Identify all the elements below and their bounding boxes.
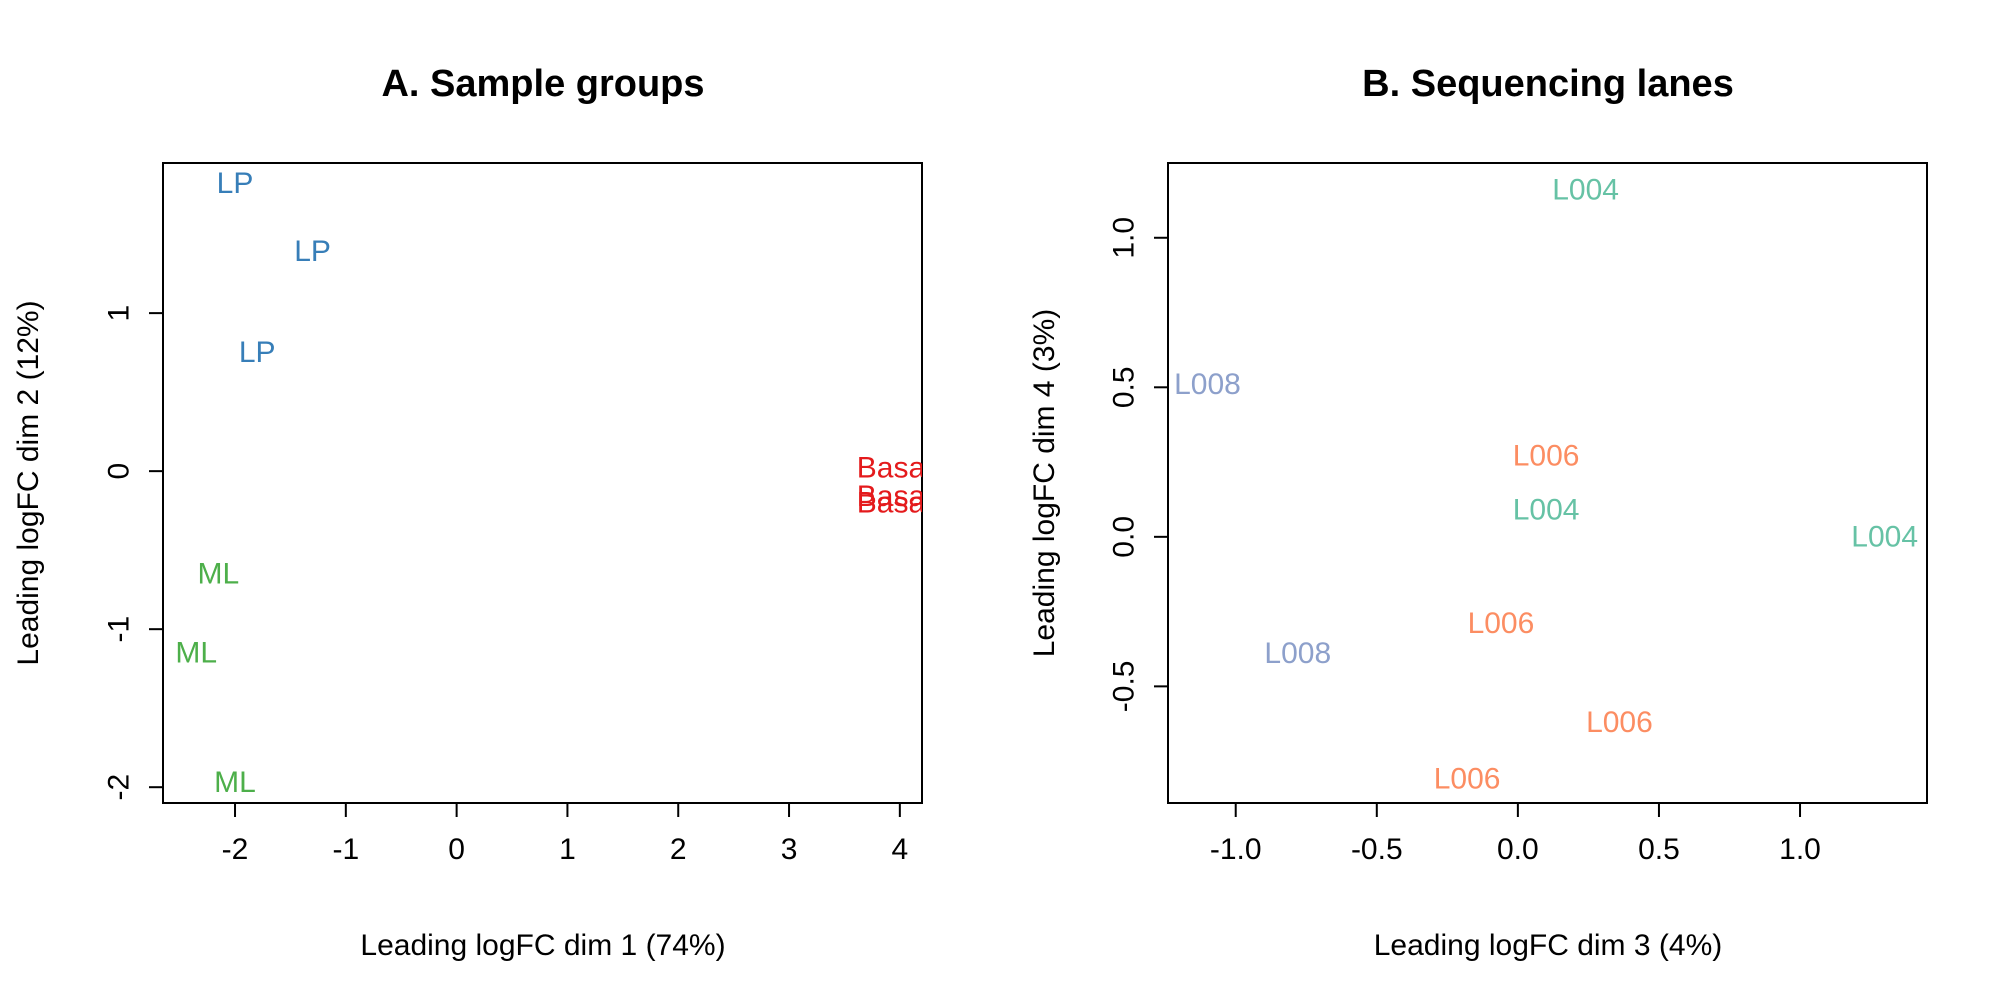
panel-a-point-lp: LP <box>294 235 331 268</box>
panel-b-point-l006: L006 <box>1586 706 1653 739</box>
panel-b-point-l006: L006 <box>1434 763 1501 796</box>
panel-b-y-axis-label: Leading logFC dim 4 (3%) <box>1028 309 1061 658</box>
panel-b-x-axis-label: Leading logFC dim 3 (4%) <box>1374 929 1723 962</box>
panel-b-x-tick-label: -1.0 <box>1210 833 1262 866</box>
panel-a-y-ticks: -2 -1 0 1 <box>103 305 164 801</box>
panel-a-plot-frame <box>162 162 923 804</box>
panel-b-plot-frame <box>1167 162 1928 804</box>
panel-b-point-l004: L004 <box>1513 493 1580 526</box>
panel-a-x-tick-label: 4 <box>891 833 908 866</box>
panel-a-point-lp: LP <box>217 167 254 200</box>
panel-b-y-tick-label: 0.5 <box>1108 366 1141 408</box>
panel-a-y-tick-label: 0 <box>103 463 136 480</box>
panel-b-y-tick-label: 0.0 <box>1108 516 1141 558</box>
panel-b-title: B. Sequencing lanes <box>1362 63 1734 105</box>
panel-a-x-tick-label: 1 <box>559 833 576 866</box>
panel-b-y-ticks: -0.5 0.0 0.5 1.0 <box>1108 217 1169 712</box>
panel-b-x-tick-label: 1.0 <box>1779 833 1821 866</box>
panel-b-point-l004: L004 <box>1552 173 1619 206</box>
panel-b-x-tick-label: -0.5 <box>1351 833 1403 866</box>
panel-b-point-l008: L008 <box>1174 368 1241 401</box>
panel-a-y-axis-label: Leading logFC dim 2 (12%) <box>12 300 45 665</box>
panel-a-x-tick-label: 0 <box>448 833 465 866</box>
panel-b-y-tick-label: -0.5 <box>1108 661 1141 713</box>
panel-a-x-tick-label: 3 <box>781 833 798 866</box>
panel-b-x-tick-label: 0.5 <box>1638 833 1680 866</box>
panel-a-point-ml: ML <box>214 766 256 799</box>
panel-a-point-ml: ML <box>175 636 217 669</box>
panel-a-y-tick-label: -2 <box>103 774 136 801</box>
panel-a-point-basal: Basal <box>857 486 932 519</box>
panel-a-y-tick-label: 1 <box>103 305 136 322</box>
panel-a-x-tick-label: -1 <box>332 833 359 866</box>
panel-a-title: A. Sample groups <box>381 63 704 105</box>
panel-b-y-tick-label: 1.0 <box>1108 217 1141 259</box>
panel-a-point-lp: LP <box>239 336 276 369</box>
panel-a-x-tick-label: -2 <box>222 833 249 866</box>
panel-a-x-ticks: -2 -1 0 1 2 3 4 <box>222 802 908 866</box>
panel-b-point-l006: L006 <box>1468 607 1535 640</box>
panel-a: A. Sample groups Leading logFC dim 1 (74… <box>12 63 932 962</box>
panel-a-point-basal: Basal <box>857 480 932 513</box>
panel-b-points: L004 L008 L006 L004 L004 L006 L008 L006 L006 <box>1174 173 1918 795</box>
panel-a-x-tick-label: 2 <box>670 833 687 866</box>
panel-b-x-tick-label: 0.0 <box>1497 833 1539 866</box>
panel-b-point-l004: L004 <box>1851 520 1918 553</box>
panel-b-point-l008: L008 <box>1264 637 1331 670</box>
panel-b-point-l006: L006 <box>1513 440 1580 473</box>
panel-b: B. Sequencing lanes Leading logFC dim 3 … <box>1028 63 1928 962</box>
panel-a-y-tick-label: -1 <box>103 616 136 643</box>
panel-a-point-basal: Basal <box>857 451 932 484</box>
panel-b-x-ticks: -1.0 -0.5 0.0 0.5 1.0 <box>1210 802 1821 866</box>
panel-a-point-ml: ML <box>198 557 240 590</box>
panel-a-x-axis-label: Leading logFC dim 1 (74%) <box>360 929 725 962</box>
